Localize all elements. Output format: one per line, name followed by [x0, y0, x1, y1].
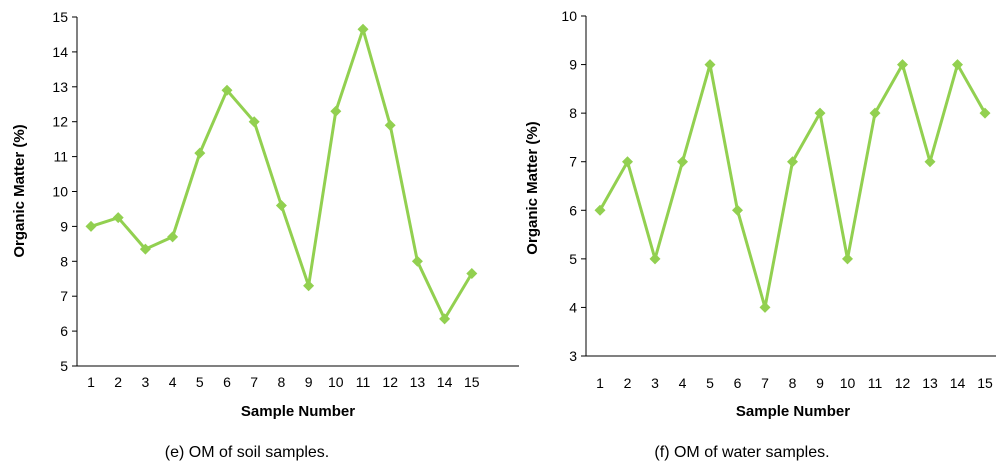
- x-tick-label: 12: [895, 375, 911, 391]
- data-point-marker: [704, 59, 716, 71]
- x-tick-label: 1: [87, 374, 95, 390]
- y-tick-label: 5: [569, 251, 577, 267]
- y-tick-label: 9: [569, 57, 577, 73]
- data-point-marker: [112, 212, 124, 224]
- x-ticks-f: 1 2 3 4 5 6 7 8 9 10 11 12 13 14 15: [596, 375, 993, 391]
- y-axis-title-f: Organic Matter (%): [524, 121, 541, 254]
- y-tick-label: 6: [569, 202, 577, 218]
- data-point-marker: [357, 23, 369, 35]
- y-tick-label: 7: [60, 288, 68, 304]
- y-axis-title-e: Organic Matter (%): [11, 124, 28, 257]
- x-tick-label: 15: [464, 374, 480, 390]
- data-point-marker: [85, 220, 97, 232]
- data-point-marker: [167, 231, 179, 243]
- data-point-marker: [869, 107, 881, 119]
- y-tick-label: 5: [60, 358, 68, 374]
- x-tick-label: 11: [868, 375, 883, 391]
- data-point-marker: [924, 156, 936, 168]
- x-tick-label: 6: [223, 374, 231, 390]
- x-axis-title-e: Sample Number: [241, 403, 355, 420]
- data-point-marker: [677, 156, 688, 168]
- x-tick-label: 8: [789, 375, 797, 391]
- x-tick-label: 12: [382, 374, 398, 390]
- x-tick-label: 6: [734, 375, 742, 391]
- x-ticks-e: 1 2 3 4 5 6 7 8 9 10 11 12 13 14 15: [87, 374, 480, 390]
- data-point-marker: [787, 156, 798, 168]
- x-tick-label: 14: [437, 374, 453, 390]
- x-axis-title-f: Sample Number: [736, 403, 850, 420]
- x-tick-label: 4: [679, 375, 687, 391]
- y-tick-label: 7: [569, 154, 577, 170]
- data-point-marker: [248, 116, 260, 128]
- x-tick-label: 5: [196, 374, 204, 390]
- data-point-marker: [649, 253, 661, 265]
- y-tick-label: 8: [569, 105, 577, 121]
- data-point-marker: [732, 204, 743, 216]
- data-point-marker: [842, 253, 853, 265]
- data-point-marker: [897, 59, 908, 71]
- x-tick-label: 2: [624, 375, 632, 391]
- data-point-marker: [466, 268, 478, 280]
- data-point-marker: [952, 59, 963, 71]
- data-point-marker: [594, 204, 606, 216]
- data-point-marker: [814, 107, 826, 119]
- y-tick-label: 10: [52, 184, 68, 200]
- x-tick-label: 2: [114, 374, 122, 390]
- y-tick-label: 3: [569, 348, 577, 364]
- x-tick-label: 14: [950, 375, 966, 391]
- x-tick-label: 3: [142, 374, 150, 390]
- x-tick-label: 13: [922, 375, 938, 391]
- y-ticks-e: 5 6 7 8 9 10 11 12 13 14 15: [52, 9, 77, 374]
- x-tick-label: 11: [356, 374, 371, 390]
- y-tick-label: 13: [52, 79, 68, 95]
- data-point-marker: [221, 84, 233, 96]
- data-point-marker: [275, 199, 287, 211]
- x-tick-label: 13: [410, 374, 426, 390]
- x-tick-label: 7: [250, 374, 258, 390]
- x-tick-label: 10: [840, 375, 856, 391]
- caption-f: (f) OM of water samples.: [654, 444, 829, 461]
- data-point-marker: [411, 255, 423, 267]
- data-point-marker: [303, 280, 315, 292]
- x-tick-label: 4: [169, 374, 177, 390]
- series-line-e: [90, 27, 474, 321]
- series-markers-e: [85, 23, 478, 325]
- y-tick-label: 8: [60, 253, 68, 269]
- data-point-marker: [439, 313, 451, 325]
- x-tick-label: 15: [977, 375, 993, 391]
- y-tick-label: 4: [569, 299, 577, 315]
- y-tick-label: 9: [60, 218, 68, 234]
- data-point-marker: [622, 156, 633, 168]
- x-tick-label: 5: [706, 375, 714, 391]
- x-tick-label: 7: [761, 375, 769, 391]
- y-tick-label: 10: [561, 8, 577, 24]
- data-point-marker: [194, 147, 206, 159]
- data-point-marker: [759, 301, 771, 313]
- x-tick-label: 10: [328, 374, 344, 390]
- data-point-marker: [979, 107, 991, 119]
- data-point-marker: [384, 119, 396, 131]
- x-tick-label: 1: [596, 375, 604, 391]
- y-ticks-f: 3 4 5 6 7 8 9 10: [561, 8, 586, 364]
- x-tick-label: 8: [278, 374, 286, 390]
- x-tick-label: 3: [651, 375, 659, 391]
- data-point-marker: [330, 105, 342, 117]
- series-markers-f: [594, 59, 991, 313]
- caption-e: (e) OM of soil samples.: [165, 444, 329, 461]
- x-tick-label: 9: [816, 375, 824, 391]
- y-tick-label: 12: [52, 114, 68, 130]
- y-tick-label: 14: [52, 44, 68, 60]
- y-tick-label: 11: [53, 149, 68, 165]
- y-tick-label: 15: [52, 9, 68, 25]
- series-line-f: [598, 63, 987, 309]
- x-tick-label: 9: [305, 374, 313, 390]
- data-point-marker: [139, 243, 151, 255]
- y-tick-label: 6: [60, 323, 68, 339]
